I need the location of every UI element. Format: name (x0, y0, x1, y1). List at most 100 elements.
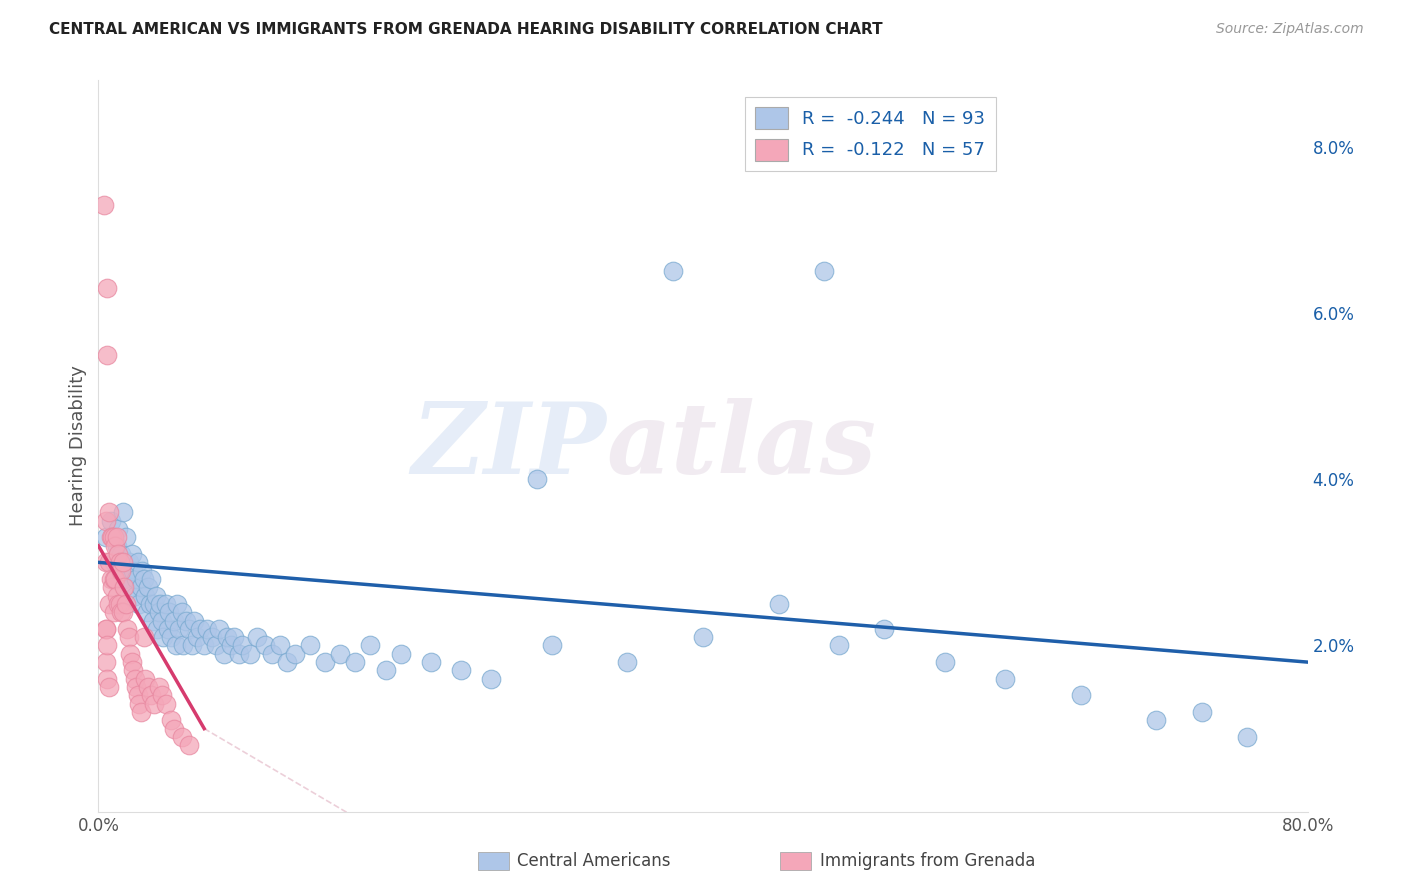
Point (262, 647, 284, 661)
Point (344, 655, 367, 669)
Point (125, 572, 148, 586)
Point (132, 630, 155, 644)
Point (94, 530, 117, 544)
Point (101, 580, 124, 594)
Point (120, 580, 142, 594)
Point (215, 630, 238, 644)
Point (195, 622, 218, 636)
Text: ZIP: ZIP (412, 398, 606, 494)
Point (118, 555, 141, 569)
Point (134, 672, 156, 686)
Point (183, 614, 205, 628)
Point (93, 198, 115, 212)
Point (98, 597, 121, 611)
Point (1236, 730, 1258, 744)
Point (160, 714, 183, 728)
Point (94, 514, 117, 528)
Point (114, 597, 136, 611)
Point (107, 547, 129, 561)
Point (329, 647, 352, 661)
Point (188, 622, 211, 636)
Point (108, 555, 131, 569)
Point (193, 639, 215, 653)
Point (100, 530, 122, 544)
Point (276, 655, 298, 669)
Point (145, 589, 167, 603)
Point (122, 664, 145, 678)
Point (139, 597, 162, 611)
Point (103, 555, 125, 569)
Point (96, 672, 118, 686)
Point (253, 639, 276, 653)
Point (104, 572, 127, 586)
Point (143, 697, 166, 711)
Point (110, 547, 132, 561)
Point (152, 630, 174, 644)
Point (246, 630, 269, 644)
Point (96, 639, 118, 653)
Point (142, 614, 165, 628)
Point (155, 697, 177, 711)
Y-axis label: Hearing Disability: Hearing Disability (69, 366, 87, 526)
Point (616, 655, 638, 669)
Point (111, 506, 134, 520)
Point (103, 572, 125, 586)
Point (94, 622, 117, 636)
Point (1070, 689, 1092, 703)
Point (160, 630, 183, 644)
Point (129, 580, 152, 594)
Point (661, 264, 683, 278)
Point (481, 672, 503, 686)
Point (135, 605, 157, 619)
Point (828, 639, 851, 653)
Point (104, 539, 127, 553)
Point (110, 605, 132, 619)
Point (121, 547, 143, 561)
Point (205, 639, 228, 653)
Point (284, 647, 307, 661)
Point (111, 605, 134, 619)
Point (100, 572, 122, 586)
Point (228, 647, 250, 661)
Point (420, 655, 443, 669)
Point (127, 555, 149, 569)
Point (172, 639, 194, 653)
Point (221, 639, 243, 653)
Point (128, 697, 150, 711)
Point (125, 680, 148, 694)
Point (181, 639, 204, 653)
Point (128, 597, 150, 611)
Point (107, 597, 129, 611)
Point (107, 522, 129, 536)
Point (94, 622, 117, 636)
Point (115, 564, 138, 578)
Point (159, 605, 181, 619)
Point (155, 597, 177, 611)
Point (136, 680, 159, 694)
Point (374, 664, 396, 678)
Point (813, 264, 835, 278)
Point (94, 655, 117, 669)
Point (934, 655, 956, 669)
Point (121, 655, 143, 669)
Point (141, 689, 163, 703)
Point (98, 555, 121, 569)
Point (132, 572, 155, 586)
Point (163, 722, 186, 736)
Text: Central Americans: Central Americans (517, 852, 671, 870)
Point (96, 347, 118, 362)
Point (108, 597, 131, 611)
Point (136, 580, 159, 594)
Point (143, 597, 166, 611)
Point (269, 639, 291, 653)
Point (299, 639, 322, 653)
Point (450, 664, 472, 678)
Point (118, 630, 141, 644)
Point (165, 639, 187, 653)
Point (179, 622, 201, 636)
Point (103, 605, 125, 619)
Point (101, 530, 124, 544)
Point (124, 589, 146, 603)
Point (114, 530, 136, 544)
Point (110, 564, 132, 578)
